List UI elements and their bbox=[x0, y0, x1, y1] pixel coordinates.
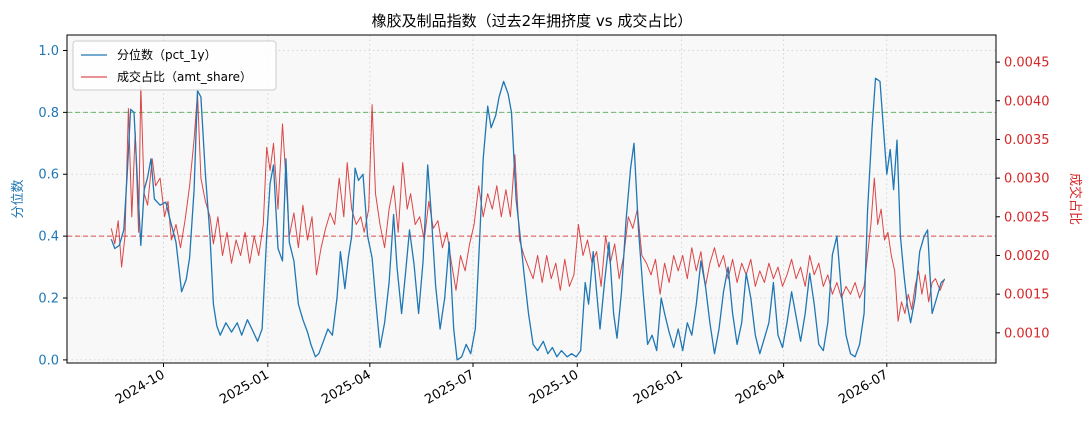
legend: 分位数（pct_1y） 成交占比（amt_share） bbox=[72, 40, 277, 91]
left-tick-label: 0.4 bbox=[38, 230, 59, 245]
right-axis: 0.0010 0.0015 0.0020 0.0025 0.0030 0.0035 0.00… bbox=[996, 56, 1050, 341]
x-tick-label: 2025-01 bbox=[217, 367, 272, 407]
left-tick-label: 0.0 bbox=[38, 353, 59, 368]
left-tick-label: 0.6 bbox=[38, 168, 59, 183]
left-axis: 0.0 0.2 0.4 0.6 0.8 1.0 bbox=[38, 44, 67, 368]
x-tick-label: 2025-04 bbox=[319, 367, 374, 407]
right-tick-label: 0.0020 bbox=[1004, 249, 1050, 264]
legend-label-pct: 分位数（pct_1y） bbox=[117, 47, 217, 62]
chart-title: 橡胶及制品指数（过去2年拥挤度 vs 成交占比） bbox=[372, 12, 693, 30]
right-tick-label: 0.0040 bbox=[1004, 94, 1050, 109]
x-tick-label: 2025-10 bbox=[527, 367, 582, 407]
plot-frame bbox=[66, 34, 997, 364]
series-layer bbox=[110, 77, 946, 361]
x-tick-label: 2024-10 bbox=[113, 367, 168, 407]
right-tick-label: 0.0030 bbox=[1004, 172, 1050, 187]
series-line-pct bbox=[110, 77, 946, 361]
series-line-amt bbox=[110, 84, 946, 322]
reference-lines bbox=[67, 111, 996, 237]
left-tick-label: 0.2 bbox=[38, 292, 59, 307]
y-axis-label-right: 成交占比 bbox=[1067, 173, 1083, 225]
left-tick-label: 1.0 bbox=[38, 44, 59, 59]
right-tick-label: 0.0045 bbox=[1004, 56, 1050, 71]
right-tick-label: 0.0015 bbox=[1004, 288, 1050, 303]
right-tick-label: 0.0025 bbox=[1004, 210, 1050, 225]
legend-box bbox=[72, 40, 277, 91]
legend-label-amt: 成交占比（amt_share） bbox=[117, 69, 252, 84]
y-axis-label-left: 分位数 bbox=[11, 179, 26, 218]
left-tick-label: 0.8 bbox=[38, 106, 59, 121]
x-tick-label: 2025-07 bbox=[422, 367, 477, 407]
x-tick-label: 2026-07 bbox=[836, 367, 891, 407]
right-tick-label: 0.0035 bbox=[1004, 133, 1050, 148]
x-axis: 2024-10 2025-01 2025-04 2025-07 2025-10 2026-… bbox=[113, 363, 891, 408]
x-tick-label: 2026-04 bbox=[733, 367, 788, 407]
x-tick-label: 2026-01 bbox=[631, 367, 686, 407]
right-tick-label: 0.0010 bbox=[1004, 326, 1050, 341]
